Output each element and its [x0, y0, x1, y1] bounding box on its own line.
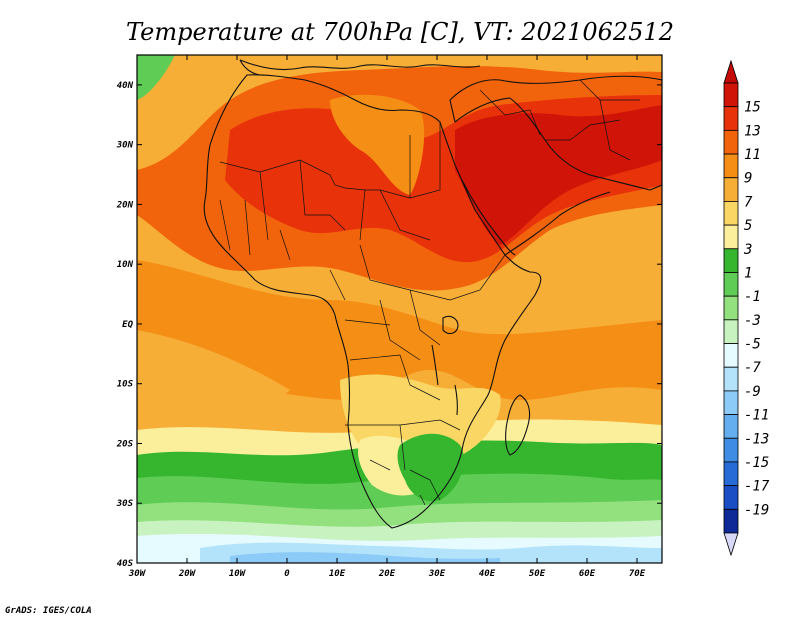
colorbar-label: 3: [743, 242, 752, 258]
colorbar-top-triangle: [723, 59, 739, 84]
y-tick-label: 20N: [116, 200, 134, 210]
lake-tanganyika: [431, 344, 439, 386]
colorbar-swatch: [723, 224, 739, 250]
colorbar-swatch: [723, 177, 739, 202]
x-tick-label: 60E: [579, 569, 596, 579]
colorbar-label: 5: [744, 218, 752, 234]
x-tick-label: 20W: [178, 569, 197, 579]
field-eq-9: [137, 260, 662, 400]
colorbar-swatch: [723, 129, 739, 155]
colorbar-label: -13: [744, 431, 769, 447]
colorbar-swatch: [723, 485, 739, 510]
field-mediterranean-9: [330, 94, 425, 195]
y-tick-label: 20S: [116, 439, 134, 449]
colorbar-swatch: [723, 366, 739, 392]
arabia-south-coast: [504, 191, 611, 256]
colorbar-label: -19: [744, 502, 769, 518]
country-borders-south: [345, 419, 461, 506]
x-tick-label: 30W: [128, 569, 147, 579]
colorbar-label: 15: [744, 100, 761, 116]
y-tick-label: 10N: [117, 260, 134, 270]
colorbar-bottom-triangle: [723, 532, 739, 557]
y-tick-label: EQ: [122, 320, 133, 330]
lake-malawi: [454, 384, 458, 416]
colorbar-swatch: [723, 343, 739, 368]
field-north-15: [455, 105, 662, 245]
y-tick-label: 40S: [117, 559, 134, 569]
lake-victoria: [442, 315, 459, 335]
field-atlantic-7: [137, 330, 290, 420]
country-borders-asia: [479, 79, 640, 161]
x-tick-label: 0: [284, 569, 290, 579]
colorbar-label: -1: [744, 289, 761, 305]
colorbar-label: 1: [744, 265, 752, 281]
colorbar-label: -9: [744, 384, 761, 400]
colorbar-swatch: [723, 414, 739, 439]
colorbar-swatch: [723, 272, 739, 297]
map-frame: [136, 54, 663, 564]
y-tick-label: 30S: [116, 499, 134, 509]
colorbar-label: 7: [744, 194, 753, 210]
x-tick-label: 10W: [229, 569, 247, 579]
colorbar-label: -7: [744, 360, 761, 376]
colorbar-swatch: [723, 106, 739, 131]
country-borders-north: [219, 122, 441, 261]
x-axis: 30W 20W 10W 0 10E 20E 30E 40E 50E 60E 70E: [128, 55, 646, 579]
map-plot-area: [137, 55, 662, 563]
colorbar-label: -5: [744, 337, 761, 353]
colorbar-swatch: [723, 201, 739, 226]
field-band-m11: [230, 552, 500, 563]
colorbar-swatch: [723, 82, 739, 108]
coastlines: [203, 59, 662, 529]
colorbar-label: 13: [744, 123, 761, 139]
y-tick-label: 30N: [116, 141, 134, 151]
colorbar-label: -3: [744, 313, 761, 329]
iberia-coast: [239, 59, 266, 76]
x-tick-label: 10E: [329, 569, 346, 579]
x-tick-label: 50E: [529, 569, 546, 579]
red-sea-coast: [461, 179, 516, 256]
colorbar-label: 11: [744, 147, 761, 163]
y-axis: 40N 30N 20N 10N EQ 10S 20S 30S 40S: [116, 81, 662, 569]
y-tick-label: 40N: [117, 81, 134, 91]
colorbar-swatch: [723, 153, 739, 179]
x-tick-label: 40E: [479, 569, 496, 579]
colorbar-swatch: [723, 319, 739, 344]
x-tick-label: 70E: [629, 569, 646, 579]
madagascar-coastline: [505, 394, 531, 456]
colorbar-label: -15: [744, 455, 769, 471]
field-sahara-13: [266, 124, 321, 176]
colorbar-swatch: [723, 437, 739, 463]
chart-title: Temperature at 700hPa [C], VT: 202106251…: [126, 18, 674, 46]
europe-coastline: [239, 59, 481, 71]
field-atlantic-north-3: [137, 55, 175, 100]
arabia-coastline: [449, 75, 662, 191]
colorbar-swatch: [723, 248, 739, 273]
country-borders-central: [329, 244, 506, 401]
grads-credit: GrADS: IGES/COLA: [5, 606, 92, 616]
colorbar: 15 13 11 9 7 5 3 1 -1 -3 -5 -7 -9 -11 -13 -15 -17 -19: [723, 59, 770, 557]
colorbar-label: -17: [744, 479, 770, 495]
colorbar-swatch: [723, 295, 739, 321]
colorbar-swatch: [723, 461, 739, 487]
colorbar-label: 9: [744, 171, 752, 187]
y-tick-label: 10S: [117, 380, 134, 390]
colorbar-swatch: [723, 390, 739, 415]
x-tick-label: 20E: [378, 569, 396, 579]
x-tick-label: 30E: [428, 569, 446, 579]
colorbar-swatch: [723, 508, 739, 534]
colorbar-label: -11: [744, 408, 769, 424]
